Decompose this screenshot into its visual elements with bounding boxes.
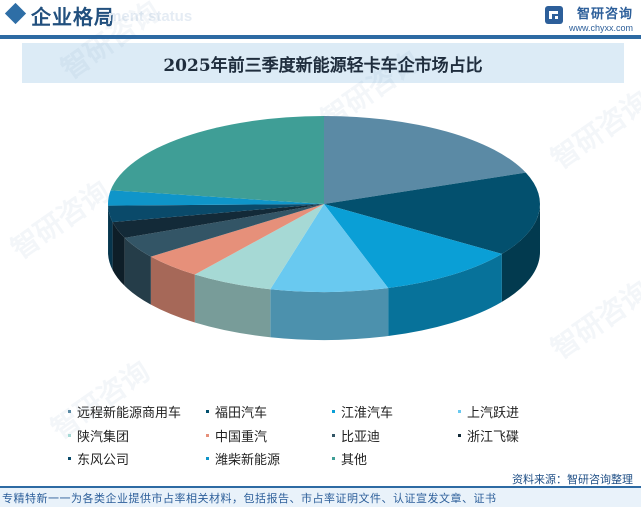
pie-slice: 潍柴新能源 bbox=[108, 190, 324, 206]
legend-label: 江淮汽车 bbox=[341, 406, 394, 421]
pie-slice: 上汽跃进 bbox=[270, 204, 389, 292]
footer-banner: 专精特新一一为各类企业提供市占率相关材料，包括报告、市占率证明文件、认证宣发文章… bbox=[0, 486, 641, 507]
brand-url: www.chyxx.com bbox=[568, 23, 633, 33]
legend-item: 潍柴新能源 bbox=[206, 449, 280, 468]
legend-label: 潍柴新能源 bbox=[215, 453, 281, 468]
pie-slice-side bbox=[501, 204, 540, 302]
legend-swatch bbox=[206, 434, 209, 437]
legend-swatch bbox=[68, 410, 71, 413]
legend-swatch bbox=[68, 434, 71, 437]
legend-label: 其他 bbox=[341, 453, 368, 468]
legend-label: 福田汽车 bbox=[215, 406, 268, 421]
legend-swatch bbox=[206, 410, 209, 413]
legend-label: 中国重汽 bbox=[215, 430, 268, 445]
pie-slice-side bbox=[108, 205, 113, 271]
pie-slice-side bbox=[270, 288, 389, 340]
pie-slices: 远程新能源商用车福田汽车江淮汽车上汽跃进陕汽集团中国重汽比亚迪浙江飞碟东风公司潍… bbox=[108, 116, 540, 292]
legend-item: 陕汽集团 bbox=[68, 426, 129, 445]
pie-slice: 远程新能源商用车 bbox=[324, 116, 526, 204]
legend-item: 浙江飞碟 bbox=[458, 426, 519, 445]
pie-slice: 江淮汽车 bbox=[324, 204, 502, 289]
brand: 智研咨询 www.chyxx.com bbox=[544, 3, 633, 33]
legend-item: 中国重汽 bbox=[206, 426, 267, 445]
brand-logo-icon bbox=[544, 6, 563, 24]
pie-slice-side bbox=[388, 253, 502, 337]
legend-item: 东风公司 bbox=[68, 449, 129, 468]
pie-slice-side bbox=[150, 256, 195, 323]
legend-label: 陕汽集团 bbox=[77, 430, 130, 445]
legend-label: 远程新能源商用车 bbox=[77, 406, 182, 421]
pie-slice: 东风公司 bbox=[108, 204, 325, 223]
legend-item: 上汽跃进 bbox=[458, 402, 519, 421]
section-subtitle: ment status bbox=[108, 8, 193, 25]
pie-slice: 福田汽车 bbox=[324, 172, 540, 254]
pie-slice: 其他 bbox=[110, 116, 324, 204]
legend-label: 浙江飞碟 bbox=[467, 430, 520, 445]
pie-sides bbox=[108, 204, 540, 340]
pie-slice: 陕汽集团 bbox=[194, 204, 324, 290]
brand-name: 智研咨询 bbox=[576, 7, 633, 22]
legend-item: 其他 bbox=[332, 449, 367, 468]
pie-slice-side bbox=[194, 274, 271, 338]
legend-label: 东风公司 bbox=[77, 453, 130, 468]
legend-swatch bbox=[206, 457, 209, 460]
legend-swatch bbox=[332, 434, 335, 437]
legend-swatch bbox=[458, 434, 461, 437]
section-title: 企业格局 bbox=[31, 5, 115, 29]
legend-swatch bbox=[332, 410, 335, 413]
footer-text: 专精特新一一为各类企业提供市占率相关材料，包括报告、市占率证明文件、认证宣发文章… bbox=[2, 492, 497, 505]
legend-swatch bbox=[68, 457, 71, 460]
legend-label: 上汽跃进 bbox=[467, 406, 520, 421]
legend-item: 比亚迪 bbox=[332, 426, 380, 445]
section-header: 企业格局 ment status 智研咨询 www.chyxx.com bbox=[0, 0, 641, 40]
legend-swatch bbox=[332, 457, 335, 460]
legend-swatch bbox=[458, 410, 461, 413]
pie-slice-side bbox=[112, 222, 125, 286]
legend-item: 远程新能源商用车 bbox=[68, 402, 181, 421]
legend-label: 比亚迪 bbox=[341, 430, 381, 445]
source-note: 资料来源：智研咨询整理 bbox=[512, 473, 633, 486]
pie-slice: 浙江飞碟 bbox=[112, 204, 324, 238]
pie-slice: 中国重汽 bbox=[150, 204, 324, 275]
chart-title-bar: 2025年前三季度新能源轻卡车企市场占比 bbox=[22, 43, 624, 83]
legend-item: 福田汽车 bbox=[206, 402, 267, 421]
header-divider bbox=[0, 35, 641, 39]
chart-title: 2025年前三季度新能源轻卡车企市场占比 bbox=[163, 55, 483, 76]
pie-slice: 比亚迪 bbox=[124, 204, 324, 257]
pie-slice-side bbox=[124, 237, 151, 305]
legend-item: 江淮汽车 bbox=[332, 402, 393, 421]
